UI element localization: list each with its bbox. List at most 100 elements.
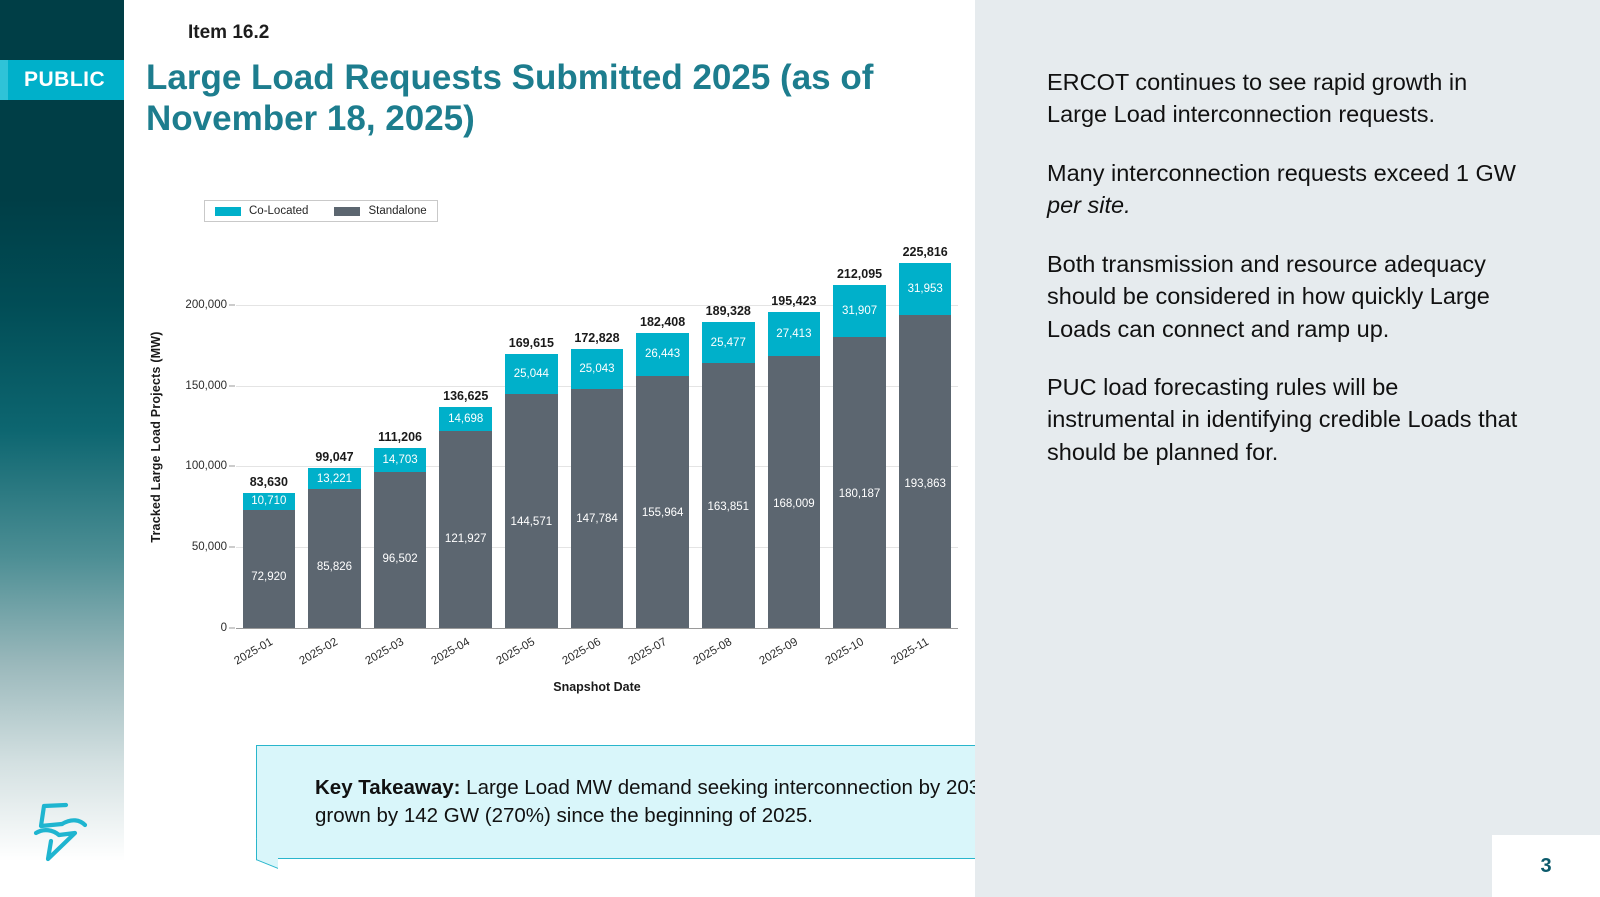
bar-segment-standalone-label: 155,964 <box>641 506 684 519</box>
x-tick-label: 2025-03 <box>363 636 407 668</box>
bar-segment-co-located[interactable]: 14,698 <box>439 407 492 431</box>
y-tick-mark <box>229 385 235 386</box>
bar-segment-standalone-label: 121,927 <box>444 533 487 546</box>
y-tick-label: 0 <box>220 622 227 634</box>
bar-segment-standalone[interactable]: 155,964 <box>636 375 689 628</box>
legend-swatch-co-located <box>215 206 241 216</box>
paragraph-emphasis: per site. <box>1047 192 1131 219</box>
y-tick-mark <box>229 546 235 548</box>
x-tick-label: 2025-11 <box>889 636 932 668</box>
bar-column[interactable]: 225,816 31,953 193,863 2025-11 <box>889 245 952 667</box>
y-tick-label: 100,000 <box>185 460 227 473</box>
bar-segment-co-located[interactable]: 25,044 <box>505 353 558 395</box>
bar-segment-standalone[interactable]: 85,826 <box>308 489 361 628</box>
stacked-bar-chart: Co-Located Standalone Tracked Large Load… <box>124 180 975 710</box>
bar-segment-standalone-label: 163,851 <box>707 500 750 513</box>
bar-column[interactable]: 111,206 14,703 96,502 2025-03 <box>364 430 427 668</box>
bar-segment-standalone[interactable]: 193,863 <box>898 314 952 628</box>
legend-label-co-located: Co-Located <box>249 205 309 217</box>
agenda-item-label: Item 16.2 <box>188 22 270 43</box>
bar-segment-co-located[interactable]: 31,907 <box>833 285 886 337</box>
y-gridline <box>236 304 958 306</box>
bar-column[interactable]: 189,328 25,477 163,851 2025-08 <box>692 304 755 668</box>
y-tick-mark <box>229 304 235 306</box>
bar-column[interactable]: 99,047 13,221 85,826 2025-02 <box>298 450 361 668</box>
y-tick-label: 200,000 <box>185 298 227 311</box>
bar-segment-standalone-label: 144,571 <box>510 515 553 528</box>
bar-segment-standalone-label: 193,863 <box>904 477 946 490</box>
bar-total-label: 212,095 <box>836 267 883 282</box>
classification-badge: PUBLIC <box>0 60 124 100</box>
legend-label-standalone: Standalone <box>368 205 427 217</box>
x-tick-label: 2025-07 <box>626 636 669 668</box>
bar-column[interactable]: 195,423 27,413 168,009 2025-09 <box>757 294 821 668</box>
bar-segment-standalone[interactable]: 147,784 <box>570 389 624 628</box>
bar-column[interactable]: 136,625 14,698 121,927 2025-04 <box>429 389 492 668</box>
x-tick-label: 2025-02 <box>297 636 341 668</box>
key-takeaway-text: Key Takeaway: Large Load MW demand seeki… <box>315 774 1055 830</box>
chart-legend: Co-Located Standalone <box>204 200 438 222</box>
bar-segment-co-located[interactable]: 25,477 <box>702 321 755 364</box>
bar-segment-standalone[interactable]: 96,502 <box>373 472 427 628</box>
x-tick-label: 2025-01 <box>232 636 275 668</box>
x-tick-label: 2025-08 <box>691 636 735 668</box>
y-axis-title: Tracked Large Load Projects (MW) <box>149 331 163 543</box>
y-tick-mark <box>229 627 235 629</box>
y-tick-label: 150,000 <box>185 379 227 392</box>
bar-segment-co-located[interactable]: 27,413 <box>767 312 821 357</box>
legend-item-co-located: Co-Located <box>215 205 308 217</box>
bar-column[interactable]: 212,095 31,907 180,187 2025-10 <box>823 267 886 668</box>
bar-total-label: 182,408 <box>640 315 686 330</box>
key-takeaway-callout: Key Takeaway: Large Load MW demand seeki… <box>256 745 1108 859</box>
chart-plot-area: 0 50,000 100,000 150,000 200,000 83,630 10,710… <box>185 240 958 668</box>
left-sidebar: PUBLIC <box>0 0 124 897</box>
bar-column[interactable]: 83,630 10,710 72,920 2025-01 <box>232 475 296 668</box>
bar-column[interactable]: 182,408 26,443 155,964 2025-07 <box>626 315 689 668</box>
paragraph-text: Both transmission and resource adequacy … <box>1047 250 1490 342</box>
x-tick-label: 2025-04 <box>429 636 472 668</box>
right-column-paragraph: ERCOT continues to see rapid growth in L… <box>1047 66 1528 131</box>
paragraph-text: Many interconnection requests exceed 1 G… <box>1047 159 1516 186</box>
bar-segment-standalone[interactable]: 168,009 <box>767 356 821 628</box>
bar-segment-co-located[interactable]: 31,953 <box>898 262 952 315</box>
bar-segment-co-located[interactable]: 13,221 <box>308 467 361 490</box>
x-tick-label: 2025-05 <box>494 636 538 668</box>
legend-item-standalone: Standalone <box>334 205 427 217</box>
badge-accent-stripe <box>0 60 8 100</box>
bar-segment-standalone-label: 147,784 <box>576 513 618 526</box>
bar-segment-co-located[interactable]: 10,710 <box>242 492 296 511</box>
bar-segment-standalone-label: 85,826 <box>316 561 353 574</box>
bar-segment-standalone[interactable]: 180,187 <box>833 336 886 628</box>
page-number: 3 <box>1492 835 1600 897</box>
y-tick-mark <box>229 465 235 467</box>
legend-swatch-standalone <box>334 206 361 216</box>
bar-segment-co-located[interactable]: 25,043 <box>570 348 624 390</box>
x-tick-label: 2025-10 <box>822 636 866 668</box>
right-text-column: ERCOT continues to see rapid growth in L… <box>975 0 1600 897</box>
right-column-paragraph: PUC load forecasting rules will be instr… <box>1047 371 1528 468</box>
right-column-paragraph: Both transmission and resource adequacy … <box>1047 248 1528 345</box>
bar-total-label: 169,615 <box>508 335 554 350</box>
key-takeaway-body: Large Load MW demand seeking interconnec… <box>315 776 1031 827</box>
bar-segment-co-located[interactable]: 14,703 <box>373 448 427 472</box>
bar-segment-standalone[interactable]: 163,851 <box>702 363 755 628</box>
bar-segment-standalone-label: 96,502 <box>382 553 418 566</box>
x-tick-label: 2025-09 <box>757 636 800 668</box>
bar-segment-standalone[interactable]: 144,571 <box>505 394 558 628</box>
bar-segment-co-located[interactable]: 26,443 <box>636 333 689 376</box>
bar-segment-standalone[interactable]: 72,920 <box>242 510 296 628</box>
main-content-panel: Item 16.2 Large Load Requests Submitted … <box>124 0 1108 897</box>
right-column-paragraph: Many interconnection requests exceed 1 G… <box>1047 157 1528 222</box>
paragraph-text: ERCOT continues to see rapid growth in L… <box>1047 69 1468 128</box>
x-tick-label: 2025-06 <box>560 636 603 668</box>
x-axis-line <box>236 628 958 629</box>
bar-column[interactable]: 169,615 25,044 144,571 2025-05 <box>495 336 558 668</box>
ercot-lightning-bolt-logo <box>33 802 88 862</box>
bar-segment-standalone[interactable]: 121,927 <box>439 430 492 628</box>
bar-total-label: 195,423 <box>771 294 817 309</box>
bar-segment-standalone-label: 72,920 <box>251 571 287 584</box>
bar-column[interactable]: 172,828 25,043 147,784 2025-06 <box>560 331 624 668</box>
x-axis-title: Snapshot Date <box>553 680 641 694</box>
bar-segment-standalone-label: 168,009 <box>773 497 815 510</box>
bar-total-label: 83,630 <box>249 474 288 489</box>
